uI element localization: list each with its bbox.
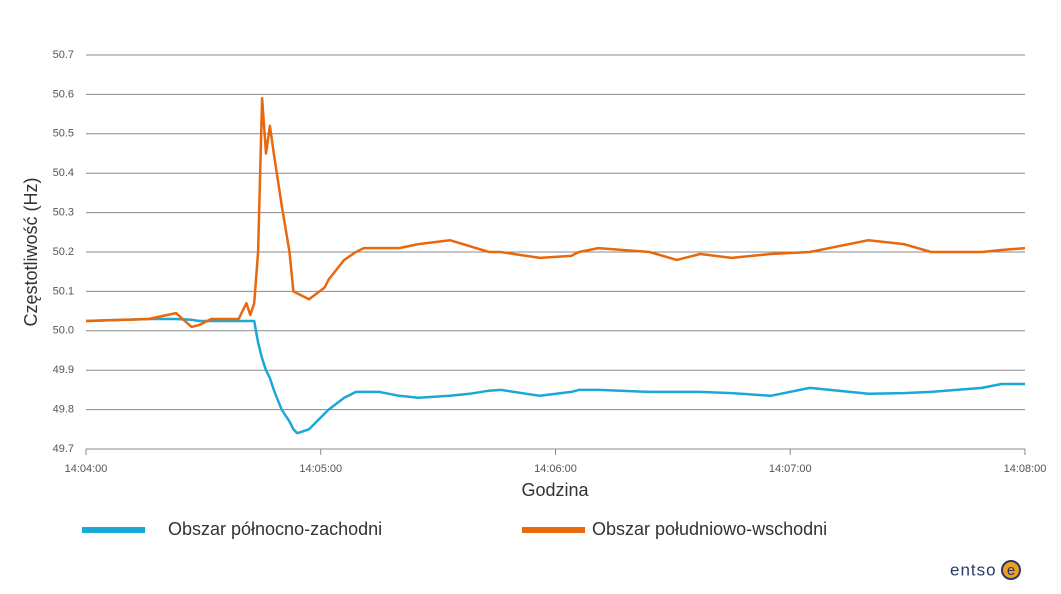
legend-label: Obszar północno-zachodni [168,519,382,539]
x-tick-label: 14:06:00 [534,463,577,475]
y-tick-label: 50.5 [53,128,74,140]
y-tick-label: 50.2 [53,246,74,258]
y-tick-label: 49.8 [53,404,74,416]
logo-circle [1001,560,1021,580]
logo-mark: e [1007,562,1015,579]
y-tick-label: 50.3 [53,207,74,219]
y-tick-label: 50.4 [53,167,74,179]
y-tick-label: 49.7 [53,443,74,455]
y-tick-label: 50.1 [53,285,74,297]
x-tick-label: 14:05:00 [299,463,342,475]
series-line [85,97,1026,329]
x-tick-label: 14:07:00 [769,463,812,475]
logo-text: entso [950,560,997,579]
y-tick-label: 50.6 [53,88,74,100]
y-tick-label: 50.0 [53,325,74,337]
x-tick-label: 14:04:00 [65,463,108,475]
y-tick-label: 50.7 [53,49,74,61]
legend-label: Obszar południowo-wschodni [592,519,827,539]
x-axis-label: Godzina [521,480,589,500]
x-tick-label: 14:08:00 [1004,463,1047,475]
y-tick-label: 49.9 [53,364,74,376]
series-line [85,317,1025,435]
y-axis-label: Częstotliwość (Hz) [21,177,41,326]
